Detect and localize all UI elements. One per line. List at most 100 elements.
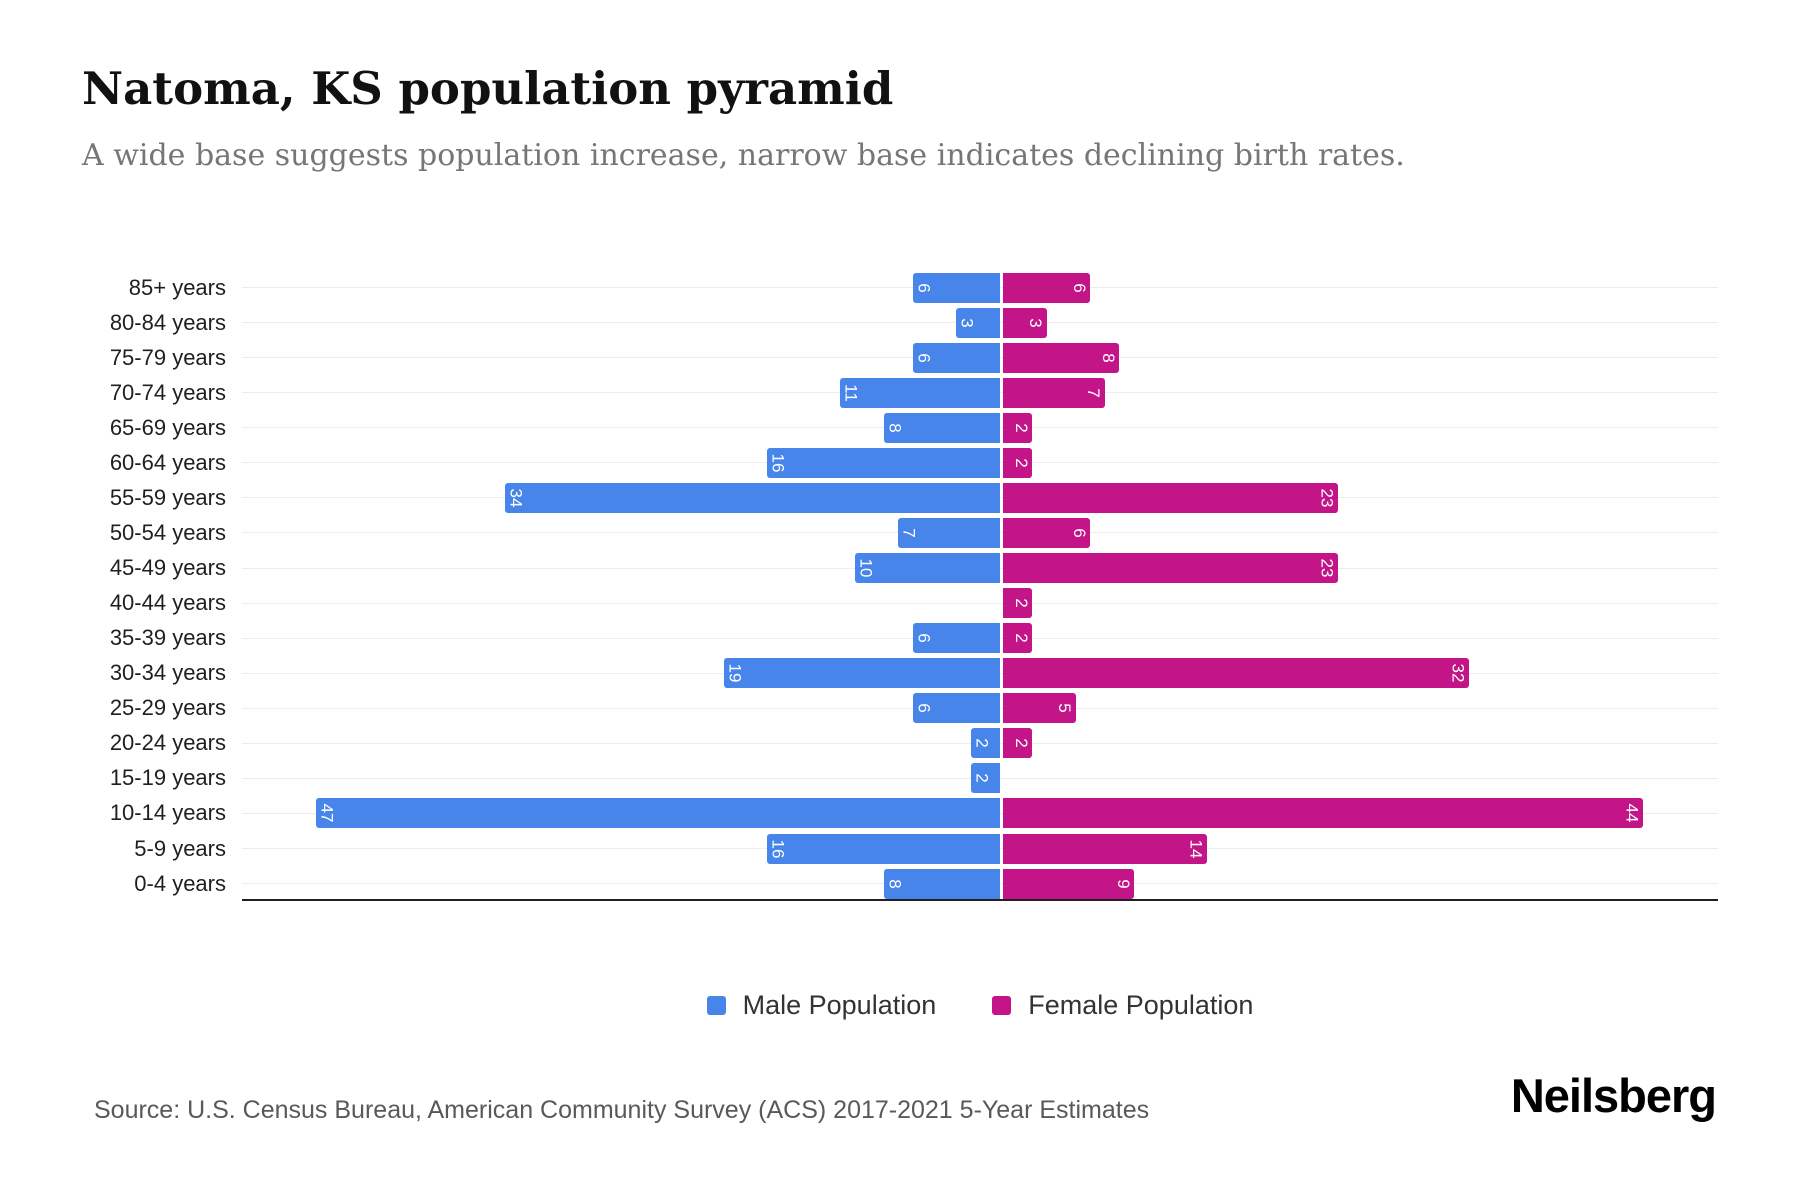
bar-value-label: 9	[1113, 878, 1133, 889]
female-bar: 6	[1003, 272, 1091, 303]
female-bar: 14	[1003, 833, 1207, 864]
bar-value-label: 8	[1098, 352, 1118, 363]
female-bar: 2	[1003, 728, 1033, 759]
legend-item-male[interactable]: Male Population	[706, 990, 937, 1021]
category-label: 25-29 years	[109, 695, 226, 721]
bar-value-label: 23	[1317, 558, 1337, 578]
male-bar: 16	[767, 833, 1000, 864]
category-label: 55-59 years	[109, 484, 226, 510]
bar-value-label: 6	[1069, 282, 1089, 293]
bar-value-label: 7	[899, 528, 919, 538]
male-bar: 2	[970, 728, 1000, 759]
bar-value-label: 14	[1186, 839, 1206, 858]
female-bar: 2	[1003, 412, 1033, 443]
male-series-swatch-icon	[706, 996, 726, 1015]
bar-value-label: 2	[1011, 738, 1031, 749]
bar-value-label: 16	[768, 453, 788, 473]
male-bar: 10	[854, 553, 1000, 583]
female-bar: 32	[1003, 658, 1469, 689]
page-subtitle: A wide base suggests population increase…	[82, 138, 1405, 173]
female-series-swatch-icon	[992, 996, 1012, 1015]
bar-value-label: 34	[506, 488, 526, 508]
category-label: 75-79 years	[109, 344, 226, 370]
category-label: 15-19 years	[109, 765, 226, 791]
male-bar: 7	[898, 517, 1000, 548]
category-label: 60-64 years	[109, 449, 226, 475]
bar-value-label: 2	[1011, 422, 1031, 433]
category-label: 65-69 years	[109, 414, 226, 440]
bar-value-label: 5	[1055, 703, 1075, 713]
category-label: 30-34 years	[109, 660, 226, 686]
female-bar: 9	[1003, 868, 1134, 899]
bar-value-label: 8	[885, 878, 905, 889]
bar-value-label: 19	[725, 663, 744, 683]
category-label: 80-84 years	[109, 309, 226, 335]
bar-value-label: 2	[972, 738, 992, 749]
bar-value-label: 6	[914, 633, 934, 643]
category-label: 70-74 years	[109, 379, 226, 405]
bar-value-label: 44	[1622, 803, 1642, 823]
male-bar: 6	[912, 693, 1000, 724]
female-bar: 2	[1003, 623, 1033, 654]
category-label: 10-14 years	[109, 800, 226, 826]
population-pyramid-plot: 85+ years 6 6 80-84 years 3 3 75-79 years 6 8 70-…	[0, 270, 1800, 910]
bar-value-label: 2	[1011, 458, 1031, 468]
category-label: 40-44 years	[109, 590, 226, 615]
male-bar: 34	[505, 482, 1000, 513]
female-bar: 3	[1003, 307, 1047, 338]
bar-value-label: 2	[972, 773, 992, 784]
category-label: 45-49 years	[109, 555, 226, 580]
bar-value-label: 32	[1448, 663, 1468, 683]
category-label: 0-4 years	[134, 870, 226, 896]
bar-value-label: 11	[841, 383, 861, 402]
bar-value-label: 10	[856, 558, 875, 578]
brand-logo: Neilsberg	[1510, 1069, 1717, 1122]
bar-value-label: 2	[1011, 598, 1031, 608]
male-bar: 3	[956, 307, 1001, 338]
legend-label-male: Male Population	[742, 990, 937, 1020]
bar-value-label: 47	[317, 803, 337, 823]
female-bar: 7	[1003, 377, 1105, 408]
category-label: 50-54 years	[109, 519, 226, 545]
male-bar: 47	[316, 798, 1000, 829]
bar-value-label: 6	[1069, 528, 1089, 538]
legend-item-female[interactable]: Female Population	[992, 990, 1253, 1021]
bar-value-label: 2	[1011, 633, 1031, 643]
bar-value-label: 3	[957, 317, 977, 328]
female-bar: 2	[1003, 588, 1033, 618]
male-bar: 2	[970, 763, 1000, 794]
female-bar: 8	[1003, 342, 1120, 373]
female-bar: 6	[1003, 517, 1091, 548]
female-bar: 44	[1003, 798, 1644, 829]
x-axis-line	[242, 898, 1718, 901]
bar-value-label: 3	[1026, 317, 1046, 328]
male-bar: 6	[912, 623, 1000, 654]
female-bar: 2	[1003, 447, 1033, 478]
bar-value-label: 6	[914, 282, 934, 293]
row-gridline	[242, 602, 1718, 604]
male-bar: 6	[912, 272, 1000, 303]
male-bar: 8	[883, 868, 1000, 899]
female-bar: 5	[1003, 693, 1076, 724]
female-bar: 23	[1003, 482, 1338, 513]
bar-value-label: 6	[914, 703, 934, 713]
male-bar: 11	[840, 377, 1001, 408]
legend-label-female: Female Population	[1028, 990, 1254, 1020]
bar-value-label: 23	[1317, 488, 1337, 508]
bar-value-label: 6	[914, 352, 934, 363]
page-title: Natoma, KS population pyramid	[82, 62, 894, 115]
category-label: 35-39 years	[109, 625, 226, 651]
bar-value-label: 8	[885, 422, 905, 433]
male-bar: 6	[912, 342, 1000, 373]
category-label: 5-9 years	[134, 835, 226, 861]
category-label: 85+ years	[128, 274, 226, 300]
category-label: 20-24 years	[109, 730, 226, 756]
source-text: Source: U.S. Census Bureau, American Com…	[94, 1096, 1150, 1124]
male-bar: 19	[723, 658, 1000, 689]
bar-value-label: 7	[1084, 387, 1104, 398]
legend: Male Population Female Population	[242, 990, 1718, 1021]
bar-value-label: 16	[768, 839, 788, 858]
female-bar: 23	[1003, 553, 1338, 583]
male-bar: 16	[767, 447, 1000, 478]
